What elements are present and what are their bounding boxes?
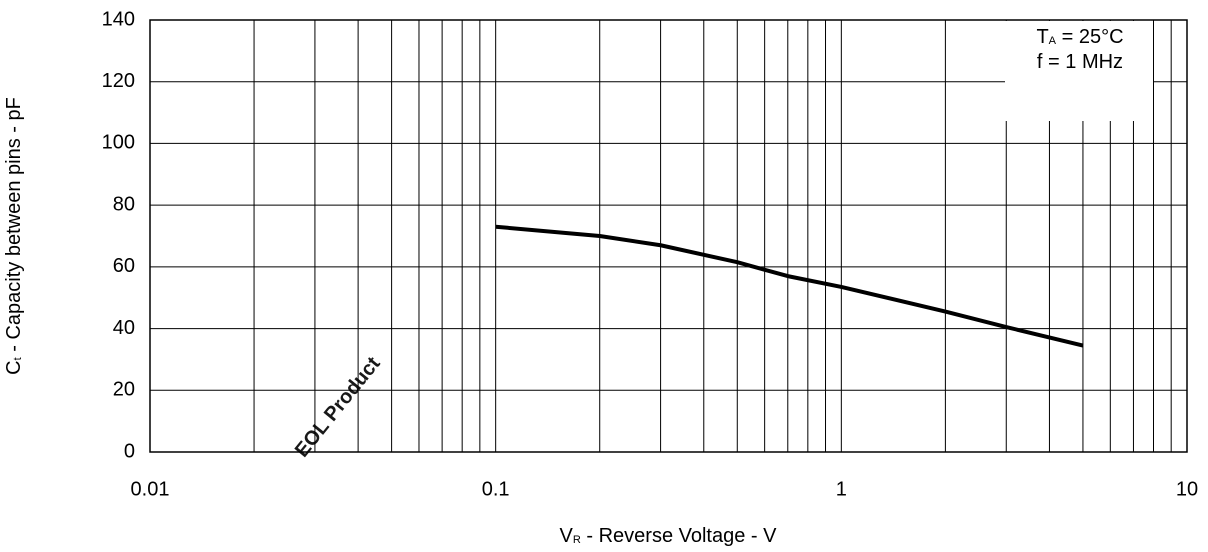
annotation-text: = 25°C (1056, 26, 1123, 48)
x-tick-label: 0.01 (131, 478, 170, 500)
x-axis-label-sub: R (573, 534, 581, 546)
annotation-symbol: T (1036, 26, 1048, 48)
annotation: TA = 25°C (1036, 26, 1123, 48)
y-axis-label-sub: t (12, 357, 24, 360)
annotation-box (1005, 21, 1153, 121)
y-tick-label: 40 (113, 317, 135, 339)
x-axis-label-text: - Reverse Voltage - V (581, 525, 777, 547)
x-axis-label-symbol: V (560, 525, 574, 547)
annotation-sub: A (1049, 35, 1057, 47)
y-axis-label-text: - Capacity between pins - pF (3, 97, 25, 357)
y-tick-label: 100 (102, 132, 135, 154)
annotation: f = 1 MHz (1037, 51, 1123, 73)
x-tick-label: 0.1 (482, 478, 510, 500)
y-tick-label: 20 (113, 379, 135, 401)
y-tick-label: 140 (102, 8, 135, 30)
x-tick-label: 10 (1176, 478, 1198, 500)
y-tick-label: 80 (113, 193, 135, 215)
y-axis-label-symbol: C (3, 360, 25, 374)
data-line (495, 224, 1084, 348)
y-tick-label: 120 (102, 70, 135, 92)
annotation-text: f = 1 MHz (1037, 51, 1123, 73)
y-tick-label: 0 (124, 440, 135, 462)
y-tick-label: 60 (113, 255, 135, 277)
x-axis-label: VR - Reverse Voltage - V (560, 525, 778, 547)
watermark: EOL Product (291, 353, 385, 462)
plot-frame (149, 19, 1188, 453)
y-axis-label: Ct - Capacity between pins - pF (3, 97, 25, 375)
x-tick-label: 1 (836, 478, 847, 500)
